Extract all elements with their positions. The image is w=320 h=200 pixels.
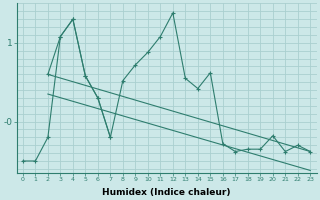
X-axis label: Humidex (Indice chaleur): Humidex (Indice chaleur)	[102, 188, 231, 197]
